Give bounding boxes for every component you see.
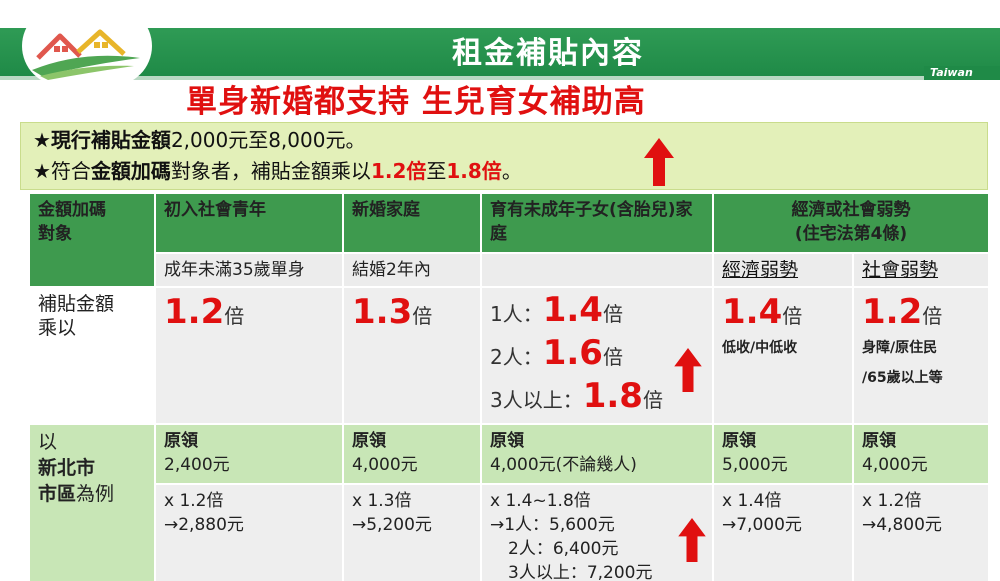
calc-economic: x 1.4倍 →7,000元 [712, 483, 854, 581]
sub-children [480, 252, 714, 288]
label-multiplier: 補貼金額 乘以 [28, 286, 156, 425]
header-young: 初入社會青年 [154, 192, 344, 254]
logo [22, 6, 152, 86]
info-text: 2,000元至8,000元。 [170, 128, 366, 152]
table-sub-row: 成年未滿35歲單身 結婚2年內 經濟弱勢 社會弱勢 [29, 252, 990, 288]
house-logo-icon [32, 29, 140, 80]
info-bold: 金額加碼 [90, 159, 171, 183]
orig-young: 原領 2,400元 [154, 423, 344, 485]
calc-social: x 1.2倍 →4,800元 [852, 483, 990, 581]
calc-children: x 1.4~1.8倍 →1人：5,600元 2人：6,400元 3人以上：7,2… [480, 483, 714, 581]
top-band [0, 0, 1000, 28]
info-text: 符合 [50, 159, 91, 183]
up-arrow-icon [674, 348, 702, 392]
subtitle: 單身新婚都支持 生兒育女補助高 [186, 84, 646, 120]
sub-economic: 經濟弱勢 [712, 252, 854, 288]
star-icon: ★ [33, 159, 51, 183]
star-icon: ★ [33, 128, 51, 152]
sub-social: 社會弱勢 [852, 252, 990, 288]
taiwan-tag: Taiwan [924, 66, 1000, 80]
info-line-1: ★現行補貼金額2,000元至8,000元。 [33, 125, 365, 155]
multiplier-social: 1.2倍 身障/原住民/65歲以上等 [852, 286, 990, 425]
label-example: 以 新北市 市區為例 [28, 423, 156, 581]
multiplier-1-child: 1人：1.4倍 [490, 290, 623, 330]
table-header-row: 金額加碼 對象 初入社會青年 新婚家庭 育有未成年子女(含胎兒)家庭 經濟或社會… [28, 192, 990, 288]
up-arrow-icon [644, 138, 674, 186]
orig-children: 原領 4,000元(不論幾人) [480, 423, 714, 485]
info-red: 1.2倍 [370, 159, 427, 183]
info-line-2: ★符合金額加碼對象者，補貼金額乘以1.2倍至1.8倍。 [33, 156, 522, 186]
header-disadvantaged: 經濟或社會弱勢 (住宅法第4條) [712, 192, 990, 254]
header-target: 金額加碼 對象 [28, 192, 156, 288]
multiplier-children: 1人：1.4倍 2人：1.6倍 3人以上：1.8倍 [480, 286, 714, 425]
calc-young: x 1.2倍 →2,880元 [154, 483, 344, 581]
info-text: 至 [426, 159, 447, 183]
orig-social: 原領 4,000元 [852, 423, 990, 485]
table-calc-row: x 1.2倍 →2,880元 x 1.3倍 →5,200元 x 1.4~1.8倍 →… [29, 483, 990, 581]
info-box: ★現行補貼金額2,000元至8,000元。 ★符合金額加碼對象者，補貼金額乘以1… [20, 122, 988, 190]
multiplier-economic: 1.4倍 低收/中低收 [712, 286, 854, 425]
up-arrow-icon [678, 518, 706, 562]
header-children: 育有未成年子女(含胎兒)家庭 [480, 192, 714, 254]
orig-newlywed: 原領 4,000元 [342, 423, 482, 485]
subsidy-table: 金額加碼 對象 初入社會青年 新婚家庭 育有未成年子女(含胎兒)家庭 經濟或社會… [28, 192, 990, 581]
multiplier-newlywed: 1.3倍 [342, 286, 482, 425]
sub-young: 成年未滿35歲單身 [154, 252, 344, 288]
multiplier-2-children: 2人：1.6倍 [490, 333, 623, 373]
orig-economic: 原領 5,000元 [712, 423, 854, 485]
calc-newlywed: x 1.3倍 →5,200元 [342, 483, 482, 581]
sub-newlywed: 結婚2年內 [342, 252, 482, 288]
info-text: 。 [501, 159, 522, 183]
table-multiplier-row: 補貼金額 乘以 1.2倍 1.3倍 1人：1.4倍 2人：1.6倍 3人以上：1… [28, 286, 990, 425]
table-original-row: 以 新北市 市區為例 原領 2,400元 原領 4,000元 原領 4,000元(不論… [28, 423, 990, 581]
multiplier-young: 1.2倍 [154, 286, 344, 425]
header-bar-shadow [0, 76, 1000, 80]
header-bar [0, 28, 1000, 76]
header-newlywed: 新婚家庭 [342, 192, 482, 254]
page-title: 租金補貼內容 [452, 36, 644, 71]
info-red: 1.8倍 [446, 159, 502, 183]
info-text: 對象者，補貼金額乘以 [170, 159, 371, 183]
multiplier-3-children: 3人以上：1.8倍 [490, 376, 663, 416]
info-bold: 現行補貼金額 [50, 128, 171, 152]
